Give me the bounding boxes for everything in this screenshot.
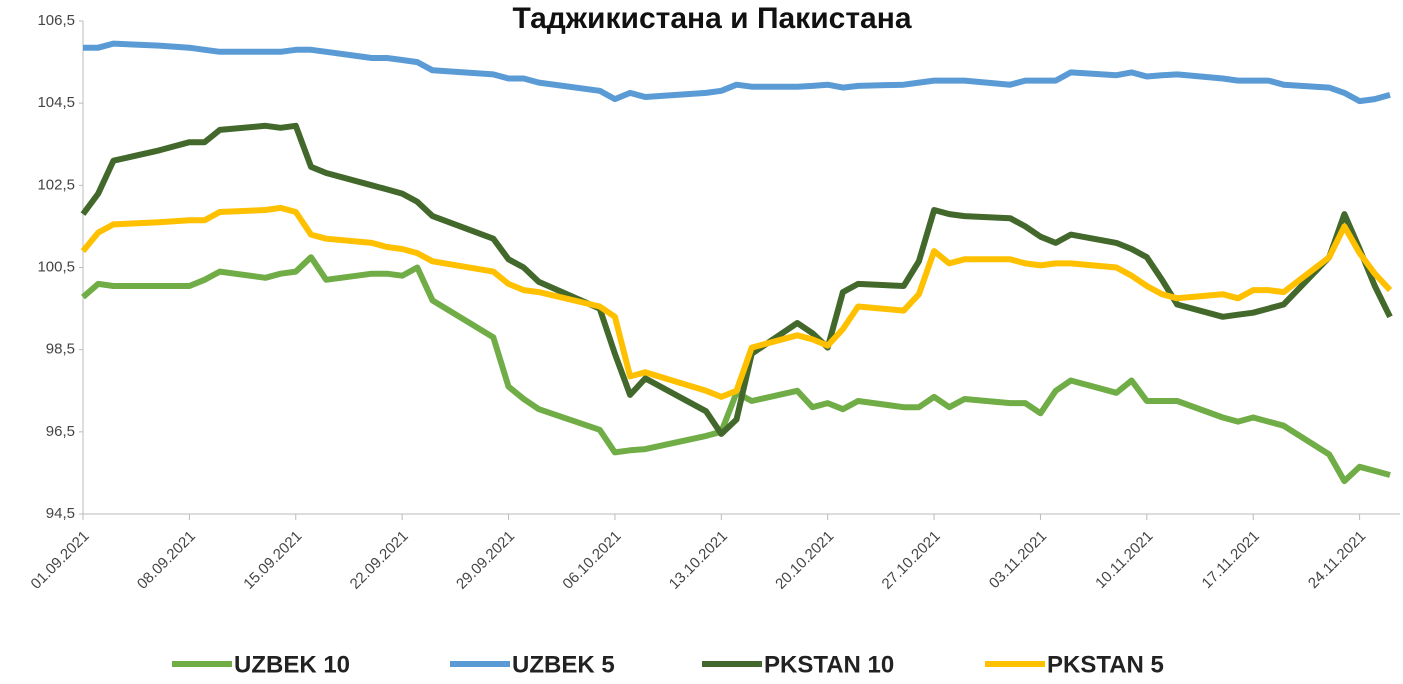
legend-label: UZBEK 5	[512, 651, 615, 678]
y-tick-label: 104,5	[37, 94, 75, 111]
x-tick-label: 03.11.2021	[986, 528, 1050, 592]
y-tick-label: 98,5	[46, 341, 75, 358]
y-tick-label: 96,5	[46, 423, 75, 440]
y-tick-label: 94,5	[46, 505, 75, 522]
series-line	[80, 122, 1393, 437]
x-tick-label: 17.11.2021	[1199, 528, 1263, 592]
legend-label: UZBEK 10	[234, 651, 350, 678]
y-tick-label: 106,5	[37, 12, 75, 29]
x-tick-label: 15.09.2021	[240, 528, 305, 593]
y-tick-label: 100,5	[37, 258, 75, 275]
series-line	[83, 40, 1391, 105]
series-line	[81, 254, 1391, 485]
x-tick-label: 27.10.2021	[879, 528, 944, 593]
x-tick-label: 22.09.2021	[347, 528, 412, 593]
x-tick-label: 08.09.2021	[134, 528, 199, 593]
x-tick-label: 01.09.2021	[28, 528, 93, 593]
legend-label: PKSTAN 10	[764, 651, 894, 678]
series-line	[80, 204, 1393, 400]
x-tick-label: 29.09.2021	[453, 528, 518, 593]
chart-title: Таджикистана и Пакистана	[512, 2, 911, 35]
legend-label: PKSTAN 5	[1047, 651, 1164, 678]
x-tick-label: 13.10.2021	[666, 528, 731, 593]
x-tick-label: 10.11.2021	[1092, 528, 1156, 592]
x-tick-label: 06.10.2021	[559, 528, 624, 593]
y-tick-label: 102,5	[37, 176, 75, 193]
x-tick-label: 20.10.2021	[772, 528, 837, 593]
x-tick-label: 24.11.2021	[1305, 528, 1369, 592]
